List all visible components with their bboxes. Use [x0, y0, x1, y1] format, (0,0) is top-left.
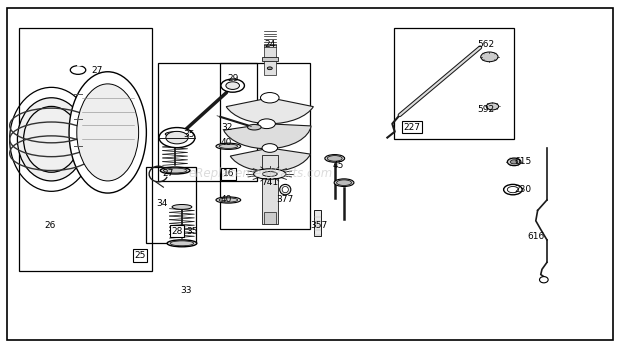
Text: 230: 230	[515, 185, 532, 194]
Text: 227: 227	[404, 123, 420, 132]
Ellipse shape	[280, 184, 291, 195]
Ellipse shape	[480, 52, 498, 62]
Wedge shape	[230, 148, 311, 172]
Ellipse shape	[221, 79, 244, 92]
Bar	[262, 57, 278, 61]
Bar	[220, 63, 310, 229]
Bar	[146, 167, 195, 243]
Ellipse shape	[247, 125, 261, 130]
Text: 357: 357	[311, 221, 328, 230]
Text: 25: 25	[134, 251, 146, 260]
Ellipse shape	[503, 184, 522, 195]
Ellipse shape	[327, 156, 342, 161]
Text: 29: 29	[227, 74, 238, 83]
Text: 35: 35	[187, 227, 198, 236]
Text: 741: 741	[261, 178, 278, 187]
Ellipse shape	[260, 93, 279, 103]
Text: 616: 616	[527, 232, 544, 241]
Bar	[314, 211, 321, 236]
Ellipse shape	[507, 187, 518, 193]
Ellipse shape	[254, 169, 286, 179]
Text: eReplacementParts.com: eReplacementParts.com	[188, 167, 333, 181]
Ellipse shape	[161, 167, 190, 174]
Ellipse shape	[510, 160, 518, 164]
Text: 40: 40	[221, 196, 232, 205]
Ellipse shape	[334, 179, 354, 187]
Wedge shape	[226, 98, 313, 124]
Bar	[19, 29, 153, 271]
Ellipse shape	[258, 119, 275, 129]
Text: 27: 27	[91, 65, 102, 74]
Ellipse shape	[539, 277, 548, 283]
Ellipse shape	[77, 84, 139, 181]
Text: 377: 377	[277, 196, 294, 205]
Ellipse shape	[24, 106, 79, 172]
Text: 562: 562	[478, 40, 495, 48]
Bar	[262, 155, 278, 224]
Ellipse shape	[164, 168, 187, 173]
Ellipse shape	[69, 72, 146, 193]
Ellipse shape	[337, 180, 352, 185]
Ellipse shape	[166, 131, 188, 144]
Text: 40: 40	[221, 138, 232, 147]
Ellipse shape	[216, 143, 241, 149]
Ellipse shape	[10, 87, 93, 191]
Ellipse shape	[507, 158, 521, 166]
Ellipse shape	[486, 103, 498, 110]
Ellipse shape	[262, 144, 278, 152]
Ellipse shape	[267, 67, 272, 70]
Ellipse shape	[216, 197, 241, 203]
Text: 27: 27	[162, 169, 174, 179]
Bar	[264, 212, 276, 224]
Ellipse shape	[17, 98, 86, 181]
Text: 32: 32	[221, 123, 232, 132]
Text: 34: 34	[156, 199, 167, 208]
Ellipse shape	[282, 187, 288, 193]
Ellipse shape	[166, 132, 185, 136]
Ellipse shape	[325, 155, 345, 162]
Wedge shape	[224, 124, 311, 149]
Text: 615: 615	[515, 157, 532, 166]
Ellipse shape	[170, 241, 193, 246]
Ellipse shape	[159, 128, 195, 148]
Text: 45: 45	[332, 161, 343, 170]
Bar	[159, 63, 257, 181]
Ellipse shape	[219, 198, 237, 202]
Text: 35: 35	[184, 130, 195, 139]
Text: 592: 592	[478, 105, 495, 114]
Text: 24: 24	[264, 40, 275, 48]
Bar	[394, 29, 514, 139]
Text: 26: 26	[45, 221, 56, 230]
Text: 16: 16	[223, 169, 234, 179]
Text: 28: 28	[171, 227, 183, 236]
Ellipse shape	[167, 240, 197, 247]
Text: 33: 33	[180, 286, 192, 295]
Ellipse shape	[219, 144, 237, 148]
Ellipse shape	[262, 172, 277, 176]
Ellipse shape	[226, 82, 239, 89]
Ellipse shape	[172, 205, 192, 209]
Bar	[264, 44, 276, 75]
